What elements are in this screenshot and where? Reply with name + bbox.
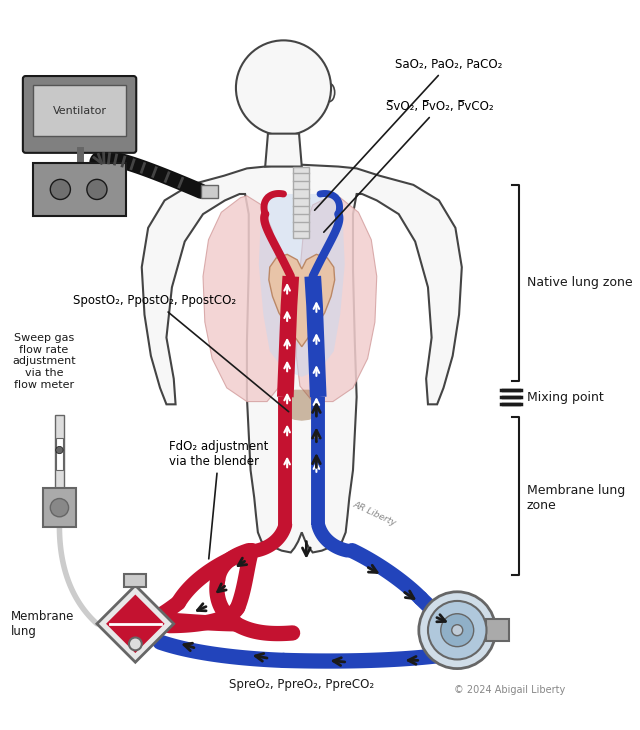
- Bar: [56, 438, 63, 470]
- Text: Ventilator: Ventilator: [52, 106, 106, 116]
- Polygon shape: [259, 194, 345, 377]
- Text: Mixing point: Mixing point: [527, 391, 604, 404]
- Bar: [43, 488, 76, 527]
- Text: © 2024 Abigail Liberty: © 2024 Abigail Liberty: [454, 685, 565, 695]
- Text: Membrane
lung: Membrane lung: [11, 610, 74, 638]
- Polygon shape: [296, 198, 377, 402]
- Circle shape: [236, 40, 331, 136]
- Polygon shape: [265, 134, 302, 166]
- Circle shape: [129, 637, 141, 650]
- Bar: [486, 619, 509, 641]
- Circle shape: [428, 601, 486, 659]
- Text: SaO₂, PaO₂, PaCO₂: SaO₂, PaO₂, PaCO₂: [315, 58, 502, 210]
- Polygon shape: [269, 254, 335, 347]
- Bar: [33, 85, 126, 137]
- Text: Sweep gas
flow rate
adjustment
via the
flow meter: Sweep gas flow rate adjustment via the f…: [12, 334, 76, 390]
- Text: AR Liberty: AR Liberty: [352, 500, 398, 528]
- Circle shape: [87, 180, 107, 199]
- Circle shape: [56, 446, 63, 454]
- Ellipse shape: [324, 83, 335, 101]
- Bar: [55, 415, 64, 488]
- Circle shape: [452, 625, 463, 636]
- Bar: [33, 163, 126, 216]
- Circle shape: [419, 592, 495, 669]
- Circle shape: [51, 180, 70, 199]
- Polygon shape: [141, 165, 462, 553]
- Polygon shape: [203, 196, 284, 402]
- Text: Membrane lung
zone: Membrane lung zone: [527, 483, 625, 512]
- Text: S̅vO₂, P̅vO₂, P̅vCO₂: S̅vO₂, P̅vO₂, P̅vCO₂: [324, 100, 493, 232]
- Polygon shape: [97, 585, 173, 662]
- Circle shape: [51, 499, 68, 517]
- Polygon shape: [106, 594, 164, 653]
- Circle shape: [441, 614, 474, 647]
- Polygon shape: [279, 390, 324, 420]
- Bar: [292, 166, 309, 238]
- FancyBboxPatch shape: [23, 76, 136, 153]
- Text: FdO₂ adjustment
via the blender: FdO₂ adjustment via the blender: [169, 439, 269, 559]
- Text: Native lung zone: Native lung zone: [527, 276, 632, 289]
- Text: SpostO₂, PpostO₂, PpostCO₂: SpostO₂, PpostO₂, PpostCO₂: [73, 294, 289, 412]
- Text: SpreO₂, PpreO₂, PpreCO₂: SpreO₂, PpreO₂, PpreCO₂: [229, 677, 374, 691]
- Bar: [124, 575, 147, 587]
- Bar: [201, 185, 218, 198]
